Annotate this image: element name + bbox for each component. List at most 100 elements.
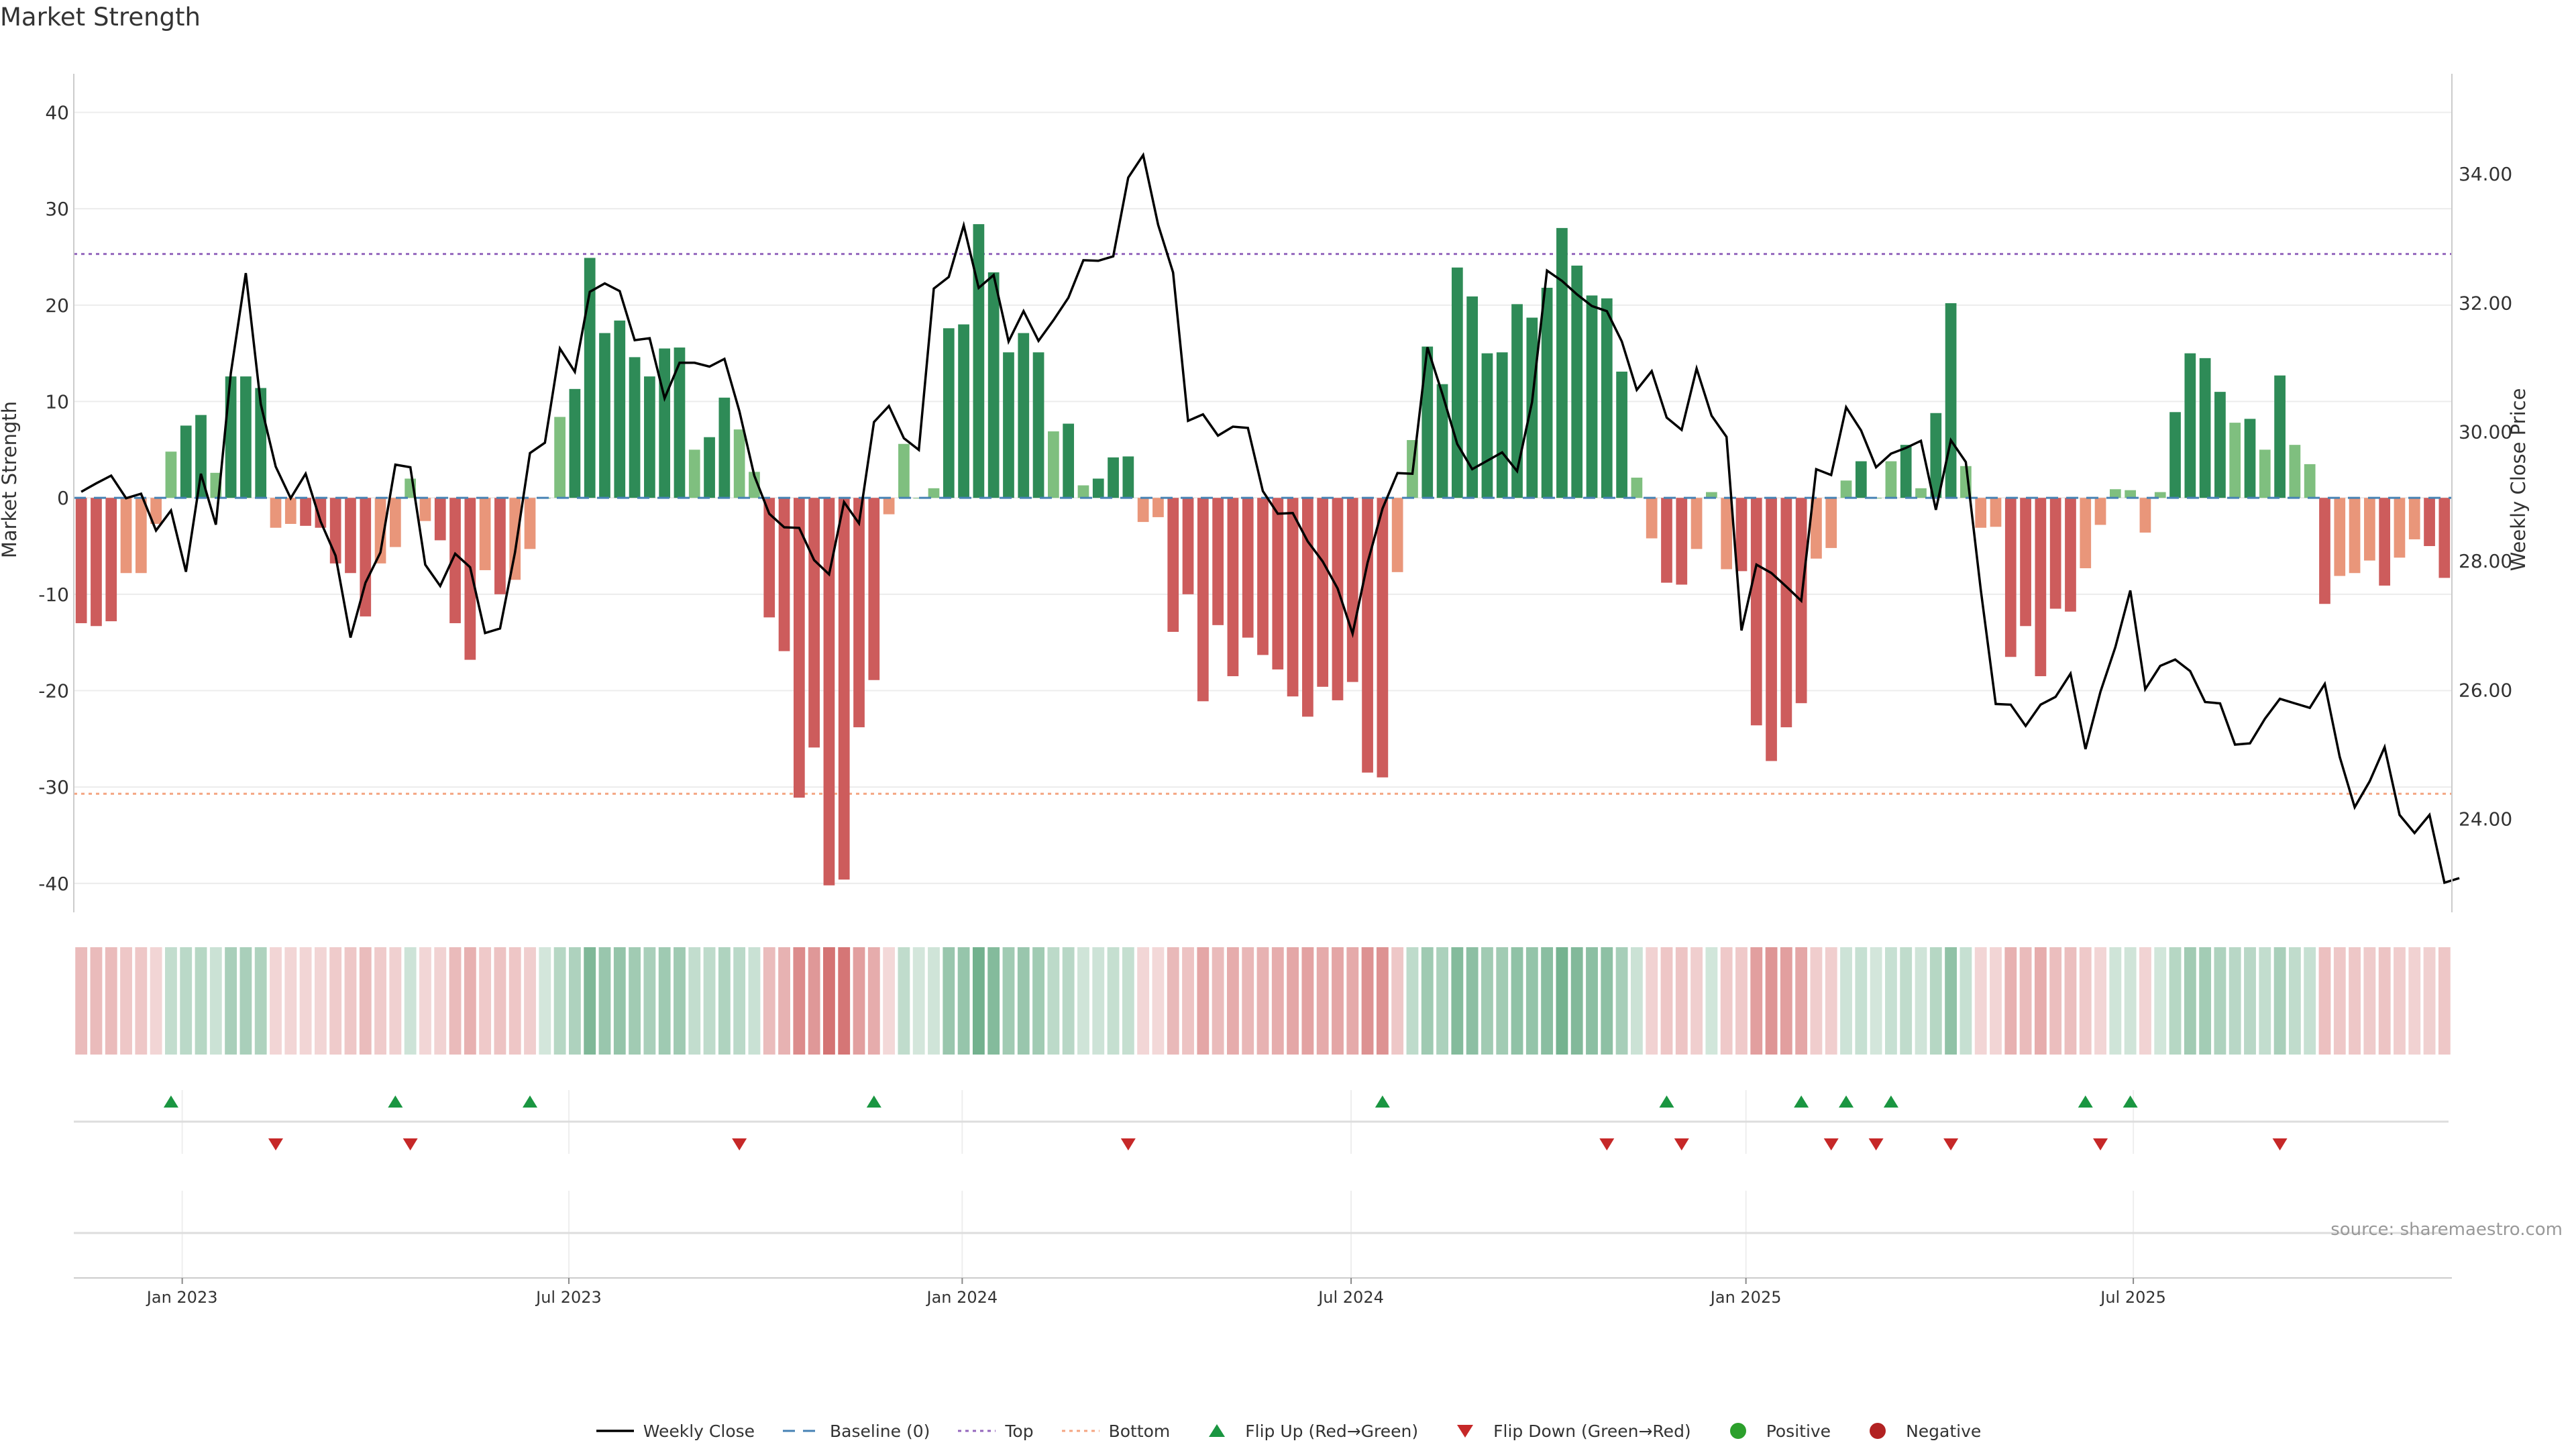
strength-bar — [374, 498, 386, 564]
heat-cell — [539, 947, 551, 1055]
heat-cell — [1256, 947, 1269, 1055]
heat-cell — [2288, 947, 2301, 1055]
heat-cell — [1242, 947, 1254, 1055]
heat-cell — [2363, 947, 2376, 1055]
heat-cell — [1615, 947, 1628, 1055]
legend-label: Positive — [1766, 1421, 1831, 1441]
strength-bar — [1152, 498, 1164, 517]
y2-tick-label: 26.00 — [2459, 679, 2512, 701]
strength-bar — [2274, 375, 2286, 498]
positive-icon — [1729, 1423, 1746, 1439]
heat-cell — [1137, 947, 1150, 1055]
heat-cell — [2378, 947, 2391, 1055]
heat-cell — [2139, 947, 2151, 1055]
strength-bar — [823, 498, 835, 885]
y-axis-left: 40 30 20 10 0 -10 -20 -30 -40 — [38, 74, 74, 912]
heat-cell — [90, 947, 103, 1055]
heat-cell — [270, 947, 282, 1055]
heat-cell — [434, 947, 447, 1055]
strength-bar — [2020, 498, 2031, 627]
top-icon — [958, 1430, 996, 1432]
heat-cell — [1735, 947, 1748, 1055]
bottom-icon — [1061, 1430, 1099, 1432]
strength-bar — [868, 498, 880, 680]
strength-bar — [599, 333, 610, 498]
flip-up-icon — [1209, 1424, 1226, 1437]
strength-bar — [1063, 423, 1075, 498]
flip-up-marker — [866, 1095, 881, 1108]
baseline-icon — [783, 1430, 821, 1432]
heat-cell — [658, 947, 671, 1055]
heat-cell — [2423, 947, 2436, 1055]
weekly-close-line — [80, 152, 2460, 885]
heat-cell — [1316, 947, 1329, 1055]
heat-cell — [613, 947, 626, 1055]
strength-bar — [2334, 498, 2346, 576]
flip-up-marker — [1375, 1095, 1390, 1108]
heat-cell — [75, 947, 88, 1055]
flip-down-marker — [402, 1138, 418, 1150]
y2-axis-label: Weekly Close Price — [2507, 388, 2530, 572]
heat-cell — [2124, 947, 2137, 1055]
strength-bar — [629, 357, 641, 498]
heat-cell — [1197, 947, 1210, 1055]
heat-cell — [1525, 947, 1538, 1055]
strength-bar — [2408, 498, 2420, 539]
heat-cell — [1840, 947, 1852, 1055]
heat-cell — [225, 947, 237, 1055]
strength-bar — [838, 498, 850, 880]
x-tick-label: Jan 2023 — [146, 1288, 218, 1307]
strength-bar — [1287, 498, 1299, 697]
heat-cell — [928, 947, 940, 1055]
strength-bar — [2214, 392, 2226, 498]
heat-cell — [2438, 947, 2451, 1055]
heat-cell — [464, 947, 476, 1055]
heat-cell — [1511, 947, 1523, 1055]
strength-bar — [2319, 498, 2330, 604]
heat-cell — [1750, 947, 1763, 1055]
weekly-close-polyline — [80, 152, 2460, 885]
heat-cell — [494, 947, 506, 1055]
strength-bar — [2364, 498, 2375, 561]
strength-bar — [584, 258, 596, 498]
x-tick-label: Jul 2023 — [535, 1288, 602, 1307]
heat-cell — [1855, 947, 1868, 1055]
strength-bar — [1092, 478, 1104, 498]
strength-bar — [1900, 445, 1912, 498]
heat-cell — [209, 947, 222, 1055]
heat-cell — [2333, 947, 2346, 1055]
strength-bar — [150, 498, 162, 524]
strength-bar — [345, 498, 356, 574]
strength-bar — [1766, 498, 1777, 761]
heat-cell — [389, 947, 402, 1055]
heat-cell — [344, 947, 357, 1055]
x-tick-label: Jul 2024 — [1317, 1288, 1384, 1307]
flip-down-marker — [2093, 1138, 2108, 1150]
strength-bar — [2244, 419, 2256, 498]
heat-cell — [763, 947, 775, 1055]
heat-cell — [2154, 947, 2167, 1055]
legend-item-bottom: Bottom — [1061, 1421, 1170, 1441]
strength-bar — [1332, 498, 1344, 700]
strength-bar — [1377, 498, 1389, 777]
grid-layer — [74, 111, 2452, 1278]
strength-bar — [1616, 371, 1627, 498]
strength-bar — [1077, 485, 1089, 498]
strength-bar — [300, 498, 311, 526]
legend-item-flip-down: Flip Down (Green→Red) — [1445, 1421, 1691, 1441]
flip-up-marker — [2123, 1095, 2138, 1108]
strength-bar — [524, 498, 536, 549]
strength-bar — [2349, 498, 2361, 574]
strength-bar — [2109, 489, 2121, 498]
heat-cell — [1062, 947, 1075, 1055]
heat-cell — [853, 947, 865, 1055]
heat-cell — [1825, 947, 1837, 1055]
strength-bar — [674, 347, 686, 498]
strength-bar — [1811, 498, 1822, 559]
heat-cell — [688, 947, 701, 1055]
strength-bar — [2125, 490, 2137, 498]
heat-cell — [987, 947, 1000, 1055]
strength-bar — [1391, 498, 1403, 572]
heat-cell — [1795, 947, 1808, 1055]
heat-cell — [1765, 947, 1778, 1055]
